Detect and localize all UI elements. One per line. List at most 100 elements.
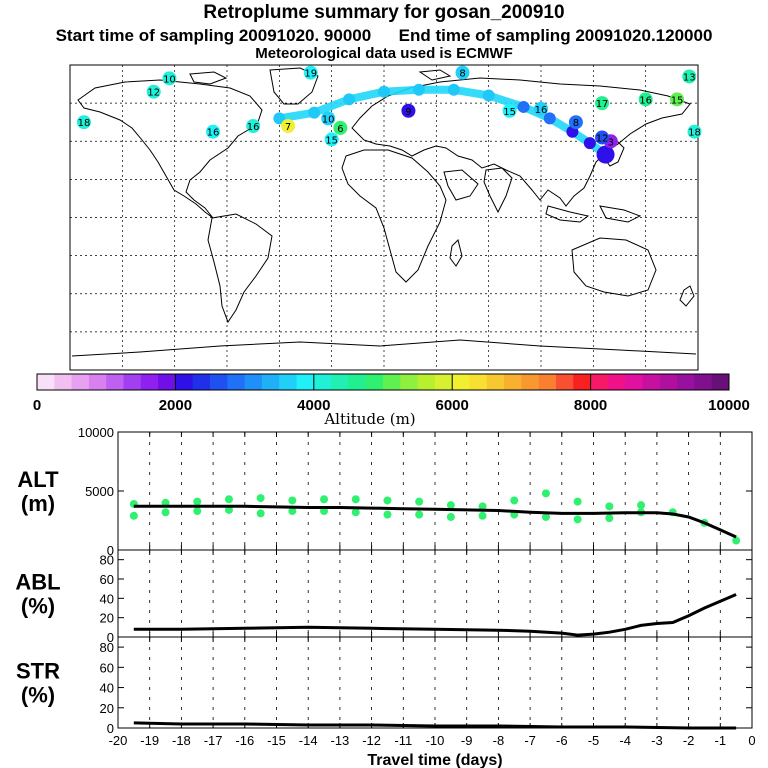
y-tick-label: 40 — [100, 591, 114, 606]
alt-scatter-point — [415, 510, 424, 519]
marker-dot — [206, 124, 221, 139]
marker-dot — [162, 71, 177, 86]
alt-scatter-point — [320, 507, 329, 516]
colorbar-swatch — [54, 374, 73, 390]
colorbar-swatch — [434, 374, 453, 390]
colorbar-tick-label: 6000 — [436, 397, 469, 414]
sampling-times: Start time of sampling 20091020. 90000 E… — [0, 26, 768, 46]
marker-label: 12 — [596, 133, 609, 144]
x-tick-label: -16 — [235, 733, 254, 748]
marker-label: 10 — [163, 74, 176, 85]
colorbar-swatch — [538, 374, 557, 390]
alt-scatter-point — [161, 508, 170, 517]
colorbar-swatch — [244, 374, 263, 390]
marker-dot — [687, 124, 702, 139]
plume-marker: 15 — [324, 132, 339, 147]
marker-label: 16 — [207, 128, 220, 139]
alt-scatter-point — [573, 515, 582, 524]
alt-scatter-point — [605, 502, 614, 511]
alt-scatter-point — [415, 497, 424, 506]
panel-unit: (%) — [21, 594, 55, 619]
coastlines — [71, 67, 697, 357]
end-value: 20091020.120000 — [575, 26, 713, 45]
panel-frame — [117, 636, 753, 729]
colorbar-swatch — [140, 374, 159, 390]
x-tick-label: -12 — [362, 733, 381, 748]
x-tick-label: -3 — [651, 733, 663, 748]
plume-marker: 17 — [595, 96, 610, 111]
plume-blob — [583, 137, 596, 150]
x-tick-label: -17 — [204, 733, 223, 748]
x-tick-label: -7 — [524, 733, 536, 748]
y-tick-label: 0 — [107, 543, 114, 558]
alt-scatter-point — [224, 495, 233, 504]
x-tick-label: -15 — [267, 733, 286, 748]
colorbar-swatch — [452, 374, 470, 390]
alt-scatter-point — [732, 536, 741, 545]
colorbar-swatch — [400, 374, 419, 390]
colorbar-swatch — [123, 374, 142, 390]
plume-marker: 10 — [162, 71, 177, 86]
plume-marker: 6 — [333, 120, 348, 135]
marker-label: 3 — [608, 137, 614, 148]
marker-label: 16 — [247, 122, 260, 133]
colorbar-swatch — [210, 374, 228, 390]
marker-dot — [246, 119, 261, 133]
colorbar-swatch — [625, 374, 643, 390]
plume-marker: 12 — [146, 84, 161, 99]
plume-marker: 16 — [638, 92, 653, 107]
marker-dot — [595, 130, 610, 145]
marker-dot — [638, 92, 653, 107]
colorbar-swatch — [607, 374, 626, 390]
x-tick-label: -20 — [109, 733, 128, 748]
marker-dot — [146, 84, 161, 99]
alt-scatter-point — [320, 495, 329, 504]
x-tick-label: 0 — [748, 733, 755, 748]
colorbar-swatch — [106, 374, 124, 390]
alt-scatter-point — [605, 514, 614, 523]
start-value: 20091020. 90000 — [238, 26, 372, 45]
marker-dot — [333, 120, 348, 135]
alt-scatter-point — [478, 511, 487, 520]
plume-blob — [273, 112, 286, 125]
plume-blob — [343, 93, 356, 106]
colorbar-swatch — [504, 374, 522, 390]
plume-marker: 15 — [670, 92, 685, 107]
plume-marker: 16 — [246, 119, 261, 133]
colorbar-tick-label: 0 — [33, 397, 41, 414]
marker-label: 8 — [573, 118, 579, 129]
plume-marker: 10 — [321, 111, 336, 126]
colorbar-swatch — [677, 374, 695, 390]
y-tick-label: 40 — [100, 681, 114, 696]
panel-abl: 80 60 40 20 0 ABL(%) — [15, 549, 753, 645]
x-tick-label: -10 — [426, 733, 445, 748]
marker-dot — [534, 101, 548, 116]
x-tick-label: -13 — [331, 733, 350, 748]
alt-scatter-point — [446, 501, 455, 510]
colorbar-swatch — [158, 374, 176, 390]
marker-label: 15 — [671, 95, 684, 106]
plume-blob — [482, 89, 495, 102]
colorbar-swatch — [88, 374, 107, 390]
chart-title: Retroplume summary for gosan_200910 — [203, 2, 565, 23]
marker-label: 8 — [459, 69, 465, 80]
alt-scatter-point — [256, 509, 265, 518]
plume-marker: 9 — [401, 103, 416, 118]
y-tick-label: 60 — [100, 660, 114, 675]
start-label: Start time of sampling — [55, 26, 235, 45]
plume-marker: 8 — [455, 65, 470, 80]
alt-scatter-point — [383, 496, 392, 505]
colorbar-swatch — [261, 374, 280, 390]
colorbar-label: Altitude (m) — [323, 410, 415, 428]
colorbar-tick-label: 2000 — [159, 397, 192, 414]
marker-label: 16 — [535, 105, 548, 116]
panel-alt: 10000 5000 0 ALT(m) — [17, 425, 753, 558]
plume-marker: 12 — [595, 130, 610, 145]
panel-unit: (m) — [21, 491, 55, 516]
plume-blob — [596, 145, 615, 164]
plume-marker: 18 — [76, 115, 91, 130]
colorbar-swatch — [37, 374, 55, 390]
marker-dot — [281, 119, 296, 133]
